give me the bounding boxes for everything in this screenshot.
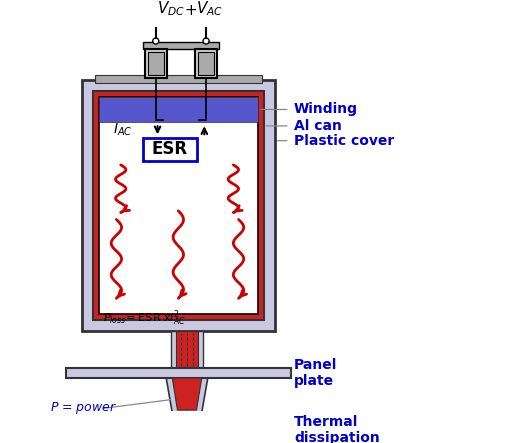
- Bar: [194, 49, 217, 78]
- Text: Plastic cover: Plastic cover: [293, 134, 393, 148]
- Circle shape: [203, 38, 209, 44]
- Circle shape: [153, 38, 158, 44]
- Bar: [176, 331, 198, 368]
- Text: $I_{AC}$: $I_{AC}$: [112, 122, 132, 139]
- Bar: [143, 138, 196, 160]
- Text: ESR: ESR: [151, 140, 187, 158]
- Text: $V_{AC}$: $V_{AC}$: [195, 0, 222, 18]
- Text: $P$ = power: $P$ = power: [49, 400, 117, 416]
- Text: Winding: Winding: [293, 102, 357, 117]
- Bar: [144, 49, 167, 78]
- Bar: [148, 52, 163, 75]
- Bar: [171, 331, 202, 368]
- Text: Thermal
dissipation: Thermal dissipation: [293, 415, 379, 443]
- Text: Al can: Al can: [293, 119, 341, 133]
- Bar: [95, 75, 262, 83]
- Bar: [66, 368, 290, 378]
- Text: $+$: $+$: [184, 3, 196, 18]
- Bar: [81, 80, 274, 331]
- Bar: [99, 97, 257, 121]
- Bar: [198, 52, 213, 75]
- Polygon shape: [172, 378, 202, 410]
- Bar: [93, 91, 263, 320]
- Bar: [99, 97, 257, 314]
- Text: $P_{loss}$= ESR x$I_{AC}^{2}$: $P_{loss}$= ESR x$I_{AC}^{2}$: [102, 309, 185, 328]
- Bar: [143, 42, 219, 49]
- Text: Panel
plate: Panel plate: [293, 358, 336, 388]
- Text: $V_{DC}$: $V_{DC}$: [157, 0, 185, 18]
- Polygon shape: [166, 378, 207, 413]
